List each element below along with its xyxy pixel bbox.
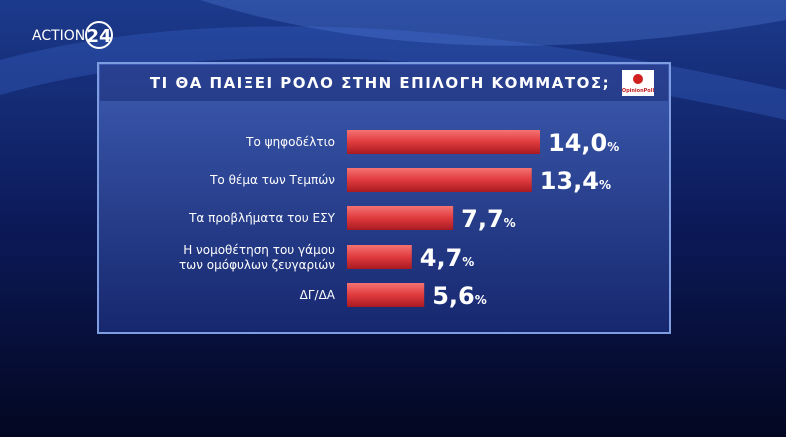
bar [347, 168, 532, 192]
swoosh [0, 26, 786, 120]
value-label: 14,0% [548, 129, 619, 157]
channel-logo: ACTION [32, 28, 85, 44]
category-label: Το θέμα των Τεμπών [209, 173, 335, 187]
value-label: 5,6% [432, 282, 487, 310]
category-label: Το ψηφοδέλτιο [245, 135, 335, 149]
bar [347, 206, 454, 230]
bar [347, 130, 540, 154]
source-icon [633, 74, 643, 84]
channel-logo-number: 24 [86, 26, 111, 47]
value-label: 4,7% [420, 244, 475, 272]
bar [347, 245, 412, 269]
category-label: ΔΓ/ΔΑ [300, 288, 336, 302]
bar [347, 283, 425, 307]
source: OpinionPoll [622, 88, 655, 94]
logo-ring [85, 21, 113, 49]
title-bar [100, 65, 668, 101]
chart-title: ΤΙ ΘΑ ΠΑΙΞΕΙ ΡΟΛΟ ΣΤΗΝ ΕΠΙΛΟΓΗ ΚΟΜΜΑΤΟΣ; [150, 74, 610, 92]
value-label: 13,4% [540, 167, 611, 195]
value-label: 7,7% [461, 205, 516, 233]
swoosh [200, 0, 786, 46]
category-label: Η νομοθέτηση του γάμου των ομόφυλων ζευγα… [179, 243, 335, 272]
category-label: Τα προβλήματα του ΕΣΥ [188, 211, 336, 225]
